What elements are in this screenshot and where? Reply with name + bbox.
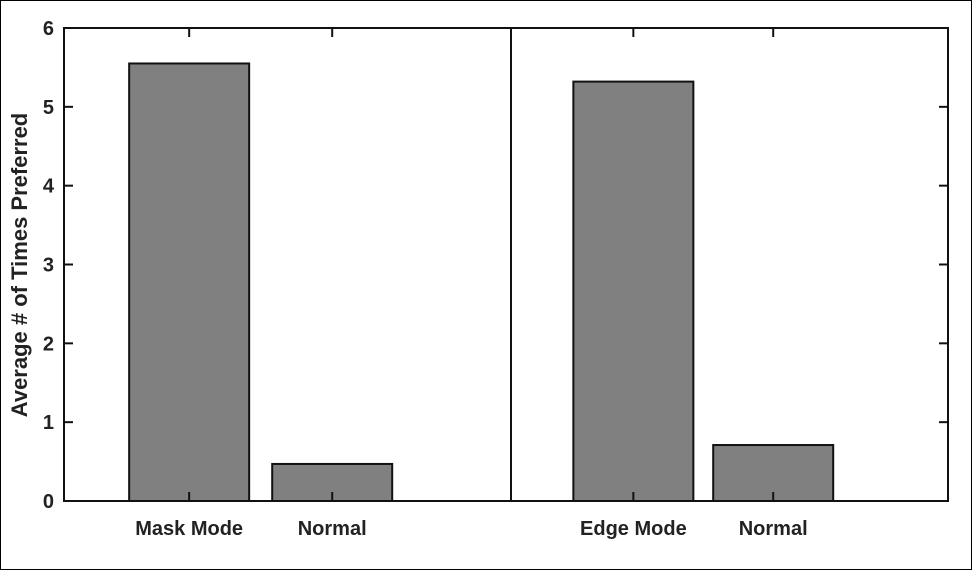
- bar-2-2: [712, 444, 835, 502]
- bar-2-1: [572, 80, 695, 503]
- y-tick-label-4: 4: [43, 176, 55, 198]
- y-tick-label-1: 1: [43, 412, 54, 434]
- y-tick-label-2: 2: [43, 333, 54, 355]
- y-tick-label-5: 5: [43, 97, 54, 119]
- y-tick-label-0: 0: [43, 491, 54, 513]
- category-label-1-1: Mask Mode: [135, 518, 243, 540]
- bar-1-1: [128, 62, 251, 502]
- category-label-1-2: Normal: [298, 518, 367, 540]
- y-axis-label: Average # of Times Preferred: [7, 113, 32, 417]
- category-label-2-2: Normal: [739, 518, 808, 540]
- y-tick-label-6: 6: [43, 18, 54, 40]
- category-label-2-1: Edge Mode: [580, 518, 687, 540]
- y-tick-label-3: 3: [43, 255, 54, 277]
